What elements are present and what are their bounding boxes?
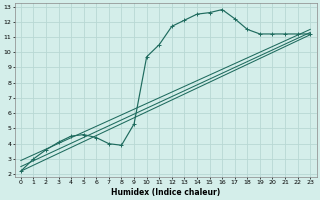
X-axis label: Humidex (Indice chaleur): Humidex (Indice chaleur): [111, 188, 220, 197]
